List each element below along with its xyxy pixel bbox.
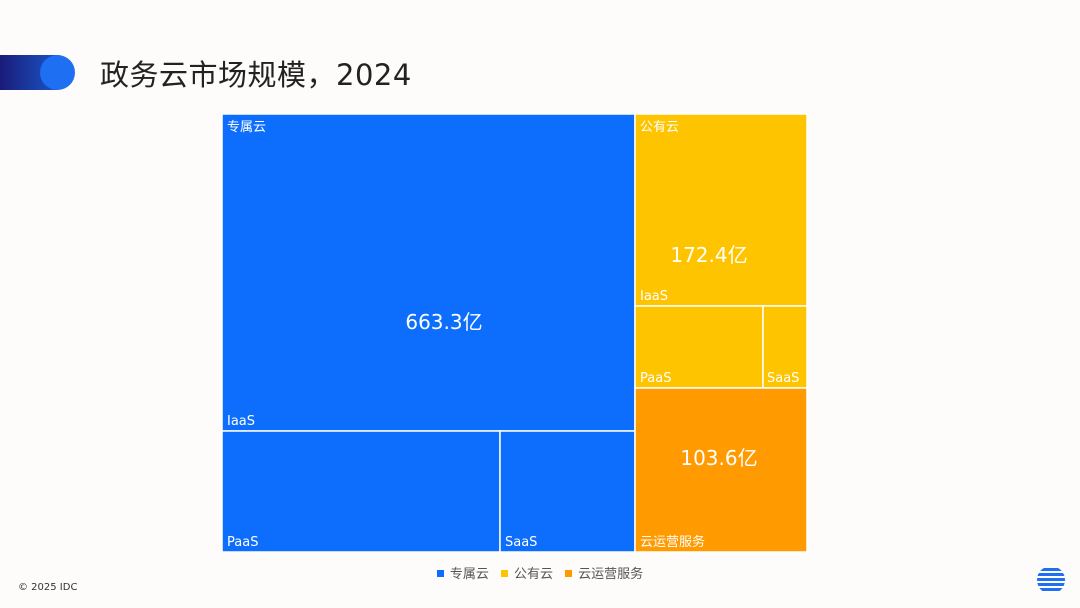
- page-title: 政务云市场规模，2024: [100, 58, 412, 92]
- tile-exclusive-paas: [221, 430, 501, 553]
- tile-exclusive-saas: [499, 430, 636, 553]
- legend-swatch-ops: [565, 570, 573, 577]
- idc-globe-icon: [1037, 566, 1065, 594]
- header-accent-icon: [40, 55, 75, 90]
- tile-public-iaas: [634, 113, 808, 307]
- legend-swatch-exclusive: [436, 570, 444, 577]
- child-label-public-saas: SaaS: [767, 371, 799, 386]
- child-label-public-iaas: IaaS: [640, 289, 668, 304]
- legend-swatch-public: [500, 570, 508, 577]
- legend-item-public: 公有云: [500, 563, 553, 582]
- value-label-exclusive: 663.3亿: [405, 310, 482, 334]
- child-label-public-paas: PaaS: [640, 371, 671, 386]
- legend-item-exclusive: 专属云: [436, 563, 489, 582]
- value-label-public: 172.4亿: [670, 243, 747, 267]
- tile-ops-service: [634, 387, 808, 553]
- group-label-public: 公有云: [640, 120, 679, 135]
- chart-legend: 专属云 公有云 云运营服务: [0, 563, 1080, 582]
- child-label-exclusive-paas: PaaS: [227, 535, 258, 550]
- value-label-ops: 103.6亿: [680, 446, 757, 470]
- child-label-exclusive-iaas: IaaS: [227, 414, 255, 429]
- child-label-exclusive-saas: SaaS: [505, 535, 537, 550]
- group-label-exclusive: 专属云: [227, 120, 266, 135]
- copyright-text: © 2025 IDC: [18, 582, 78, 593]
- tile-exclusive-iaas: [221, 113, 636, 432]
- legend-item-ops: 云运营服务: [565, 563, 643, 582]
- group-label-ops: 云运营服务: [640, 534, 705, 550]
